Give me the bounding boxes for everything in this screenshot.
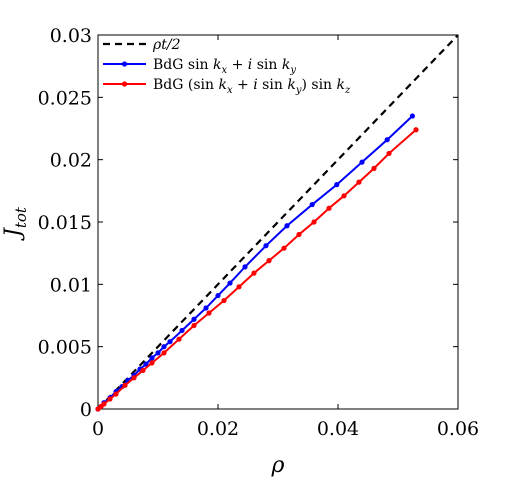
data-point bbox=[203, 305, 209, 311]
data-point bbox=[149, 360, 155, 366]
data-point bbox=[413, 127, 419, 133]
x-tick-label: 0.04 bbox=[317, 418, 359, 440]
data-point bbox=[371, 165, 377, 171]
data-point bbox=[242, 264, 248, 270]
legend-label-part: ) sin bbox=[301, 77, 336, 93]
data-point bbox=[356, 179, 362, 185]
series-group bbox=[97, 34, 459, 410]
legend-label-part: + bbox=[233, 77, 254, 93]
data-point bbox=[191, 322, 197, 329]
data-point bbox=[341, 193, 347, 199]
y-tick-label: 0.015 bbox=[38, 212, 92, 234]
legend-label-part: y bbox=[289, 65, 296, 76]
data-point bbox=[143, 361, 149, 367]
legend-label-part: i bbox=[248, 57, 252, 73]
legend-label-part: x bbox=[227, 85, 233, 96]
legend-label-part: sin bbox=[258, 77, 288, 93]
legend-label-part: i bbox=[253, 77, 257, 93]
data-point bbox=[409, 113, 415, 119]
data-point bbox=[221, 297, 227, 304]
data-point bbox=[113, 391, 119, 397]
data-point bbox=[236, 284, 242, 290]
data-point bbox=[131, 375, 137, 381]
legend-label-part: x bbox=[222, 65, 228, 76]
legend-label: ρt/2 bbox=[152, 37, 181, 53]
data-point bbox=[359, 159, 365, 165]
y-tick-label: 0 bbox=[80, 399, 92, 421]
legend-label-part: k bbox=[337, 77, 345, 93]
legend-entry: BdG (sin kx + i sin ky) sin kz bbox=[103, 77, 351, 96]
legend-entry: BdG sin kx + i sin ky bbox=[103, 57, 296, 76]
legend-marker bbox=[121, 81, 128, 87]
y-axis-label-subscript: tot bbox=[12, 206, 30, 228]
legend-label-part: sin bbox=[252, 57, 282, 73]
data-point bbox=[284, 223, 290, 229]
y-tick-label: 0.01 bbox=[50, 274, 92, 296]
x-tick-label: 0 bbox=[92, 418, 104, 440]
data-point bbox=[227, 280, 233, 286]
legend-label-part: ρt/2 bbox=[152, 37, 181, 53]
data-point bbox=[266, 258, 272, 264]
legend-label-part: BdG sin bbox=[153, 57, 213, 73]
y-axis-label-main: J bbox=[1, 227, 26, 241]
y-tick-label: 0.03 bbox=[50, 25, 92, 47]
legend-label: BdG (sin kx + i sin ky) sin kz bbox=[153, 77, 351, 96]
data-point bbox=[122, 382, 128, 388]
data-point bbox=[281, 245, 287, 251]
data-point bbox=[149, 355, 155, 361]
legend-label-part: + bbox=[227, 57, 248, 73]
legend-label-part: y bbox=[295, 85, 302, 96]
data-point bbox=[311, 219, 317, 225]
data-point bbox=[161, 350, 167, 356]
legend-marker bbox=[121, 61, 128, 67]
legend-label: BdG sin kx + i sin ky bbox=[153, 57, 296, 76]
series-layer bbox=[95, 34, 459, 412]
data-point bbox=[191, 316, 197, 322]
y-axis-label: Jtot bbox=[1, 206, 30, 241]
data-point bbox=[161, 344, 167, 350]
data-point bbox=[296, 231, 302, 238]
y-tick-label: 0.02 bbox=[50, 150, 92, 172]
x-tick-label: 0.06 bbox=[437, 418, 479, 440]
legend-label-part: z bbox=[344, 85, 351, 96]
y-tick-label: 0.005 bbox=[38, 337, 92, 359]
data-point bbox=[334, 182, 340, 188]
data-point bbox=[176, 336, 182, 342]
data-point bbox=[140, 367, 146, 373]
x-axis-label: ρ bbox=[271, 453, 285, 478]
data-point bbox=[107, 396, 113, 402]
series-group bbox=[95, 127, 419, 412]
data-point bbox=[206, 310, 212, 316]
legend-entry: ρt/2 bbox=[103, 37, 181, 53]
data-point bbox=[155, 350, 161, 356]
legend-label-part: k bbox=[282, 57, 290, 73]
x-tick-label: 0.02 bbox=[197, 418, 239, 440]
data-point bbox=[101, 401, 107, 407]
y-tick-label: 0.025 bbox=[38, 87, 92, 109]
data-point bbox=[309, 201, 315, 208]
data-point bbox=[251, 270, 257, 276]
data-point bbox=[326, 205, 332, 211]
data-point bbox=[384, 137, 390, 143]
data-point bbox=[386, 150, 392, 157]
data-point bbox=[179, 327, 185, 334]
axis-ticks: 0 0.02 0.04 0.06 0 0.005 0.01 0.015 0.02 0.025 0.0… bbox=[38, 25, 480, 440]
data-point bbox=[263, 243, 269, 249]
legend-label-part: BdG (sin bbox=[153, 77, 218, 93]
series-line bbox=[97, 34, 459, 410]
legend-label-part: k bbox=[218, 77, 226, 93]
legend-label-part: k bbox=[287, 77, 295, 93]
data-point bbox=[167, 339, 173, 345]
data-point bbox=[215, 292, 221, 299]
legend-label-part: k bbox=[213, 57, 221, 73]
